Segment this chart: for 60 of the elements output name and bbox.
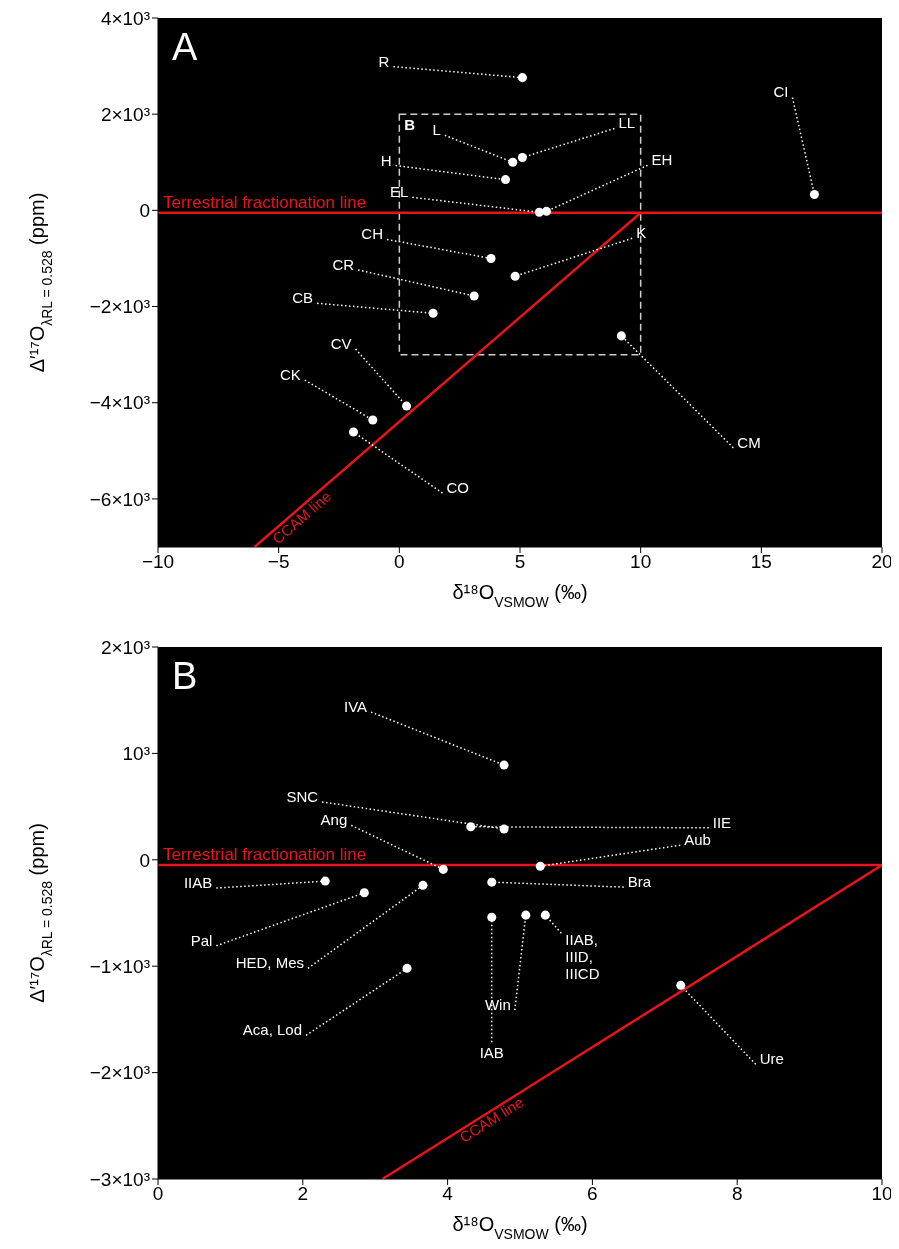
x-axis-title: δ¹⁸O$_{VSMOW}$ (‰)	[452, 581, 588, 610]
annotation: IIAB, IIID, IIICD	[565, 931, 600, 983]
annotation: CV	[330, 335, 352, 353]
chart-title: B	[172, 655, 198, 697]
annotation: Aca, Lod	[242, 1021, 303, 1039]
annotation: K	[636, 224, 647, 242]
x-tick-label: 2	[297, 1183, 309, 1205]
annotation: CB	[292, 289, 314, 307]
annotation: Aub	[684, 831, 711, 849]
annotation: Ure	[759, 1050, 784, 1068]
annotation: Ang	[320, 811, 348, 829]
annotation: CK	[279, 366, 301, 384]
x-tick-label: 10	[630, 551, 652, 573]
annotation: EH	[651, 151, 673, 169]
y-tick-label: 2×10³	[100, 636, 150, 658]
annotation: SNC	[286, 787, 319, 805]
y-tick-label: −6×10³	[89, 488, 150, 510]
annotation: CH	[361, 225, 384, 243]
x-tick-label: 4	[442, 1183, 454, 1205]
annotation: CM	[737, 433, 761, 451]
y-tick-label: −4×10³	[89, 392, 150, 414]
annotation: Bra	[627, 873, 652, 891]
x-tick-label: 5	[514, 551, 526, 573]
annotation: L	[432, 121, 441, 139]
chart-title: B	[404, 115, 416, 133]
annotation: R	[378, 52, 390, 70]
annotation: EL	[389, 183, 409, 201]
y-tick-label: −1×10³	[89, 955, 150, 977]
ref-line-label: Terrestrial fractionation line	[163, 845, 367, 865]
y-tick-label: −2×10³	[89, 1062, 150, 1084]
chart-title: A	[172, 26, 198, 68]
x-tick-label: 0	[394, 551, 405, 573]
y-tick-label: 2×10³	[100, 103, 150, 125]
x-tick-label: 8	[731, 1183, 743, 1205]
annotation: IVA	[343, 698, 368, 716]
annotation: CR	[332, 255, 355, 273]
annotation: IIE	[712, 813, 732, 831]
y-tick-label: −2×10³	[89, 296, 150, 318]
annotation: IIAB	[183, 874, 213, 892]
x-tick-label: 15	[750, 551, 772, 573]
x-tick-label: 20	[871, 551, 893, 573]
annotation: Pal	[190, 931, 213, 949]
x-tick-label: −10	[141, 551, 175, 573]
x-tick-label: −5	[267, 551, 290, 573]
x-tick-label: 10	[871, 1183, 893, 1205]
y-tick-label: 0	[139, 849, 150, 871]
annotation: CI	[773, 83, 789, 101]
y-tick-label: 10³	[122, 743, 150, 765]
y-tick-label: 4×10³	[100, 7, 150, 29]
annotation: CO	[446, 479, 469, 497]
y-tick-label: 0	[139, 200, 150, 222]
annotation: HED, Mes	[235, 954, 304, 972]
annotation: IAB	[479, 1044, 504, 1062]
annotation: LL	[618, 114, 636, 132]
ref-line-label: Terrestrial fractionation line	[163, 192, 367, 212]
y-tick-label: −3×10³	[89, 1168, 150, 1190]
x-tick-label: 6	[587, 1183, 598, 1205]
x-axis-title: δ¹⁸O$_{VSMOW}$ (‰)	[452, 1213, 588, 1242]
annotation: H	[380, 151, 392, 169]
annotation: Win	[484, 996, 511, 1014]
